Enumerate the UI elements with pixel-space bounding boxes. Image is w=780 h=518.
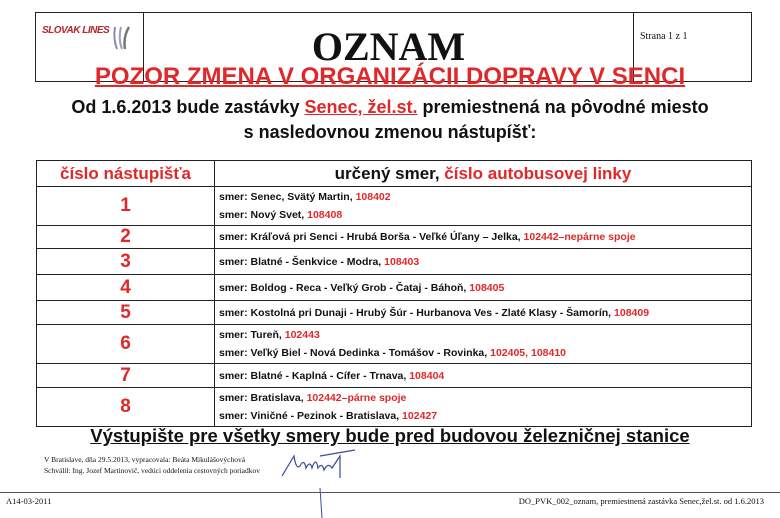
page-title: OZNAM <box>144 13 634 81</box>
platform-table: číslo nástupišťa určený smer, číslo auto… <box>36 160 752 427</box>
direction-text: smer: Kráľová pri Senci - Hrubá Borša - … <box>219 231 524 243</box>
signature-block: V Bratislave, dňa 29.5.2013, vypracovala… <box>44 454 260 476</box>
table-row: 8 smer: Bratislava, 102442–párne spoje sme… <box>36 387 752 427</box>
intro-pre: Od 1.6.2013 bude zastávky <box>71 97 305 117</box>
direction-line: smer: Boldog - Reca - Veľký Grob - Čataj… <box>219 279 747 297</box>
direction-line: smer: Bratislava, 102442–párne spoje <box>219 389 747 407</box>
col-platform-header: číslo nástupišťa <box>36 160 215 187</box>
platform-number: 6 <box>36 324 215 364</box>
direction-line: smer: Tureň, 102443 <box>219 326 747 344</box>
direction-line: smer: Blatné - Kaplná - Cífer - Trnava, … <box>219 367 747 385</box>
table-row: 4 smer: Boldog - Reca - Veľký Grob - Čata… <box>36 274 752 301</box>
prepared-by: V Bratislave, dňa 29.5.2013, vypracovala… <box>44 455 246 464</box>
direction-cell: smer: Boldog - Reca - Veľký Grob - Čataj… <box>214 274 752 301</box>
direction-cell: smer: Blatné - Šenkvice - Modra, 108403 <box>214 248 752 275</box>
line-number: 102442–nepárne spoje <box>523 231 636 243</box>
platform-number: 7 <box>36 363 215 388</box>
direction-text: smer: Nový Svet, <box>219 209 308 221</box>
logo-text: SLOVAK LINES <box>42 25 110 36</box>
intro-line-1: Od 1.6.2013 bude zastávky Senec, žel.st.… <box>0 97 780 118</box>
line-number: 108405 <box>469 281 505 294</box>
warning-heading: POZOR ZMENA V ORGANIZÁCII DOPRAVY V SENC… <box>94 63 686 90</box>
line-number: 108403 <box>384 255 420 268</box>
direction-text: smer: Blatné - Kaplná - Cífer - Trnava, <box>219 369 410 382</box>
direction-cell: smer: Tureň, 102443 smer: Veľký Biel - No… <box>214 324 752 364</box>
direction-text: smer: Bratislava, <box>219 392 307 404</box>
direction-cell: smer: Senec, Svätý Martin, 108402 smer: N… <box>214 186 752 226</box>
line-number: 108404 <box>409 369 445 382</box>
direction-text: smer: Veľký Biel - Nová Dedinka - Tomášo… <box>219 347 491 359</box>
col-direction-header: určený smer, číslo autobusovej linky <box>214 160 752 187</box>
exit-note: Výstupište pre všetky smery bude pred bu… <box>90 425 690 446</box>
line-number: 108408 <box>307 209 343 221</box>
direction-line: smer: Senec, Svätý Martin, 108402 <box>219 188 747 206</box>
platform-number: 4 <box>36 274 215 301</box>
direction-line: smer: Nový Svet, 108408 <box>219 206 747 224</box>
direction-text: smer: Tureň, <box>219 329 285 341</box>
direction-line: smer: Veľký Biel - Nová Dedinka - Tomášo… <box>219 344 747 362</box>
platform-number: 5 <box>36 300 215 325</box>
slovak-lines-logo: SLOVAK LINES <box>36 13 144 81</box>
col2-b: číslo autobusovej linky <box>444 163 632 183</box>
col2-a: určený smer, <box>334 163 445 183</box>
line-number: 102405, 108410 <box>490 347 567 359</box>
footer-right: DO_PVK_002_oznam, premiestnená zastávka … <box>518 496 764 506</box>
direction-line: smer: Kostolná pri Dunaji - Hrubý Šúr - … <box>219 304 747 322</box>
approved-by: Schválil: Ing. Jozef Martinovič, vedúci … <box>44 466 260 475</box>
platform-number: 3 <box>36 248 215 275</box>
platform-number: 2 <box>36 225 215 249</box>
direction-text: smer: Boldog - Reca - Veľký Grob - Čataj… <box>219 281 470 294</box>
line-number: 108402 <box>355 191 391 203</box>
table-row: 3 smer: Blatné - Šenkvice - Modra, 108403 <box>36 248 752 275</box>
table-row: 7 smer: Blatné - Kaplná - Cífer - Trnava,… <box>36 363 752 388</box>
direction-line: smer: Kráľová pri Senci - Hrubá Borša - … <box>219 228 747 246</box>
direction-line: smer: Blatné - Šenkvice - Modra, 108403 <box>219 253 747 271</box>
table-row: 2 smer: Kráľová pri Senci - Hrubá Borša -… <box>36 225 752 249</box>
direction-cell: smer: Kostolná pri Dunaji - Hrubý Šúr - … <box>214 300 752 325</box>
platform-number: 8 <box>36 387 215 427</box>
table-row: 5 smer: Kostolná pri Dunaji - Hrubý Šúr -… <box>36 300 752 325</box>
direction-cell: smer: Bratislava, 102442–párne spoje smer… <box>214 387 752 427</box>
table-row: 6 smer: Tureň, 102443 smer: Veľký Biel - N… <box>36 324 752 364</box>
direction-text: smer: Kostolná pri Dunaji - Hrubý Šúr - … <box>219 306 615 319</box>
table-row: 1 smer: Senec, Svätý Martin, 108402 smer: … <box>36 186 752 226</box>
direction-cell: smer: Blatné - Kaplná - Cífer - Trnava, … <box>214 363 752 388</box>
logo-swoosh-icon <box>113 26 131 50</box>
footer-divider <box>0 492 780 493</box>
document-header: SLOVAK LINES OZNAM Strana 1 z 1 <box>35 12 752 82</box>
page-number: Strana 1 z 1 <box>640 31 688 42</box>
stop-name: Senec, žel.st. <box>304 97 418 117</box>
footer-left: A14-03-2011 <box>6 496 52 506</box>
direction-cell: smer: Kráľová pri Senci - Hrubá Borša - … <box>214 225 752 249</box>
handwritten-signature <box>281 449 356 518</box>
line-number: 102442–párne spoje <box>306 392 407 404</box>
line-number: 108409 <box>614 306 650 319</box>
intro-line-2: s nasledovnou zmenou nástupíšť: <box>243 122 537 142</box>
direction-text: smer: Viničné - Pezinok - Bratislava, <box>219 410 403 422</box>
direction-text: smer: Blatné - Šenkvice - Modra, <box>219 255 385 268</box>
direction-text: smer: Senec, Svätý Martin, <box>219 191 356 203</box>
line-number: 102427 <box>402 410 438 422</box>
intro-post: premiestnená na pôvodné miesto <box>417 97 709 117</box>
direction-line: smer: Viničné - Pezinok - Bratislava, 10… <box>219 407 747 425</box>
line-number: 102443 <box>284 329 320 341</box>
platform-number: 1 <box>36 186 215 226</box>
